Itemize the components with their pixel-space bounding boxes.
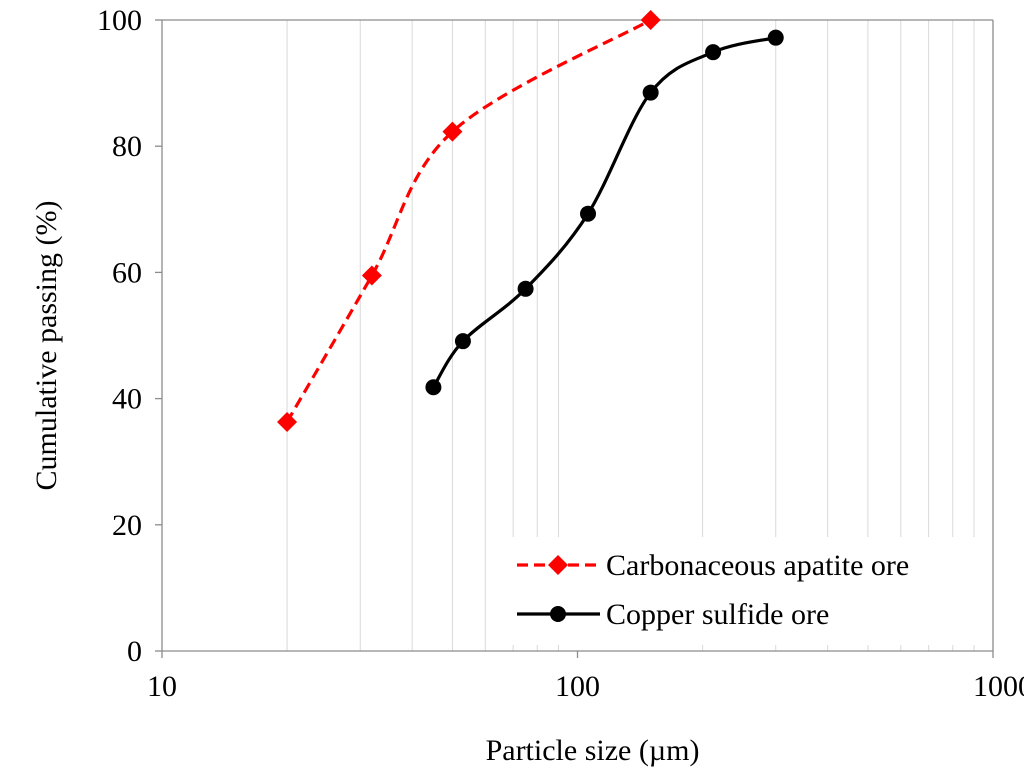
legend: Carbonaceous apatite ore Copper sulfide … — [512, 537, 990, 645]
x-tick-label: 10 — [147, 670, 177, 703]
data-point-diamond — [640, 10, 661, 30]
data-point-circle — [642, 84, 659, 101]
y-tick-label: 100 — [97, 4, 142, 37]
legend-diamond-marker — [548, 555, 568, 575]
y-tick-label: 20 — [112, 509, 142, 542]
data-point-circle — [454, 333, 471, 350]
y-tick-label: 80 — [112, 130, 142, 163]
data-point-circle — [580, 205, 597, 222]
series-1 — [425, 29, 784, 396]
x-tick-label: 100 — [555, 670, 600, 703]
legend-diamond — [548, 555, 568, 575]
y-tick-label: 40 — [112, 383, 142, 416]
series-layer — [277, 10, 784, 432]
data-point-diamond — [361, 265, 382, 286]
x-tick-label: 1000 — [973, 670, 1024, 703]
legend-circle-marker — [550, 606, 566, 622]
y-tick-label: 60 — [112, 256, 142, 289]
data-point-diamond — [277, 411, 298, 432]
axes — [155, 19, 994, 658]
data-point-circle — [425, 379, 442, 396]
series-line — [432, 36, 777, 389]
legend-label-carbonaceous: Carbonaceous apatite ore — [606, 549, 909, 582]
y-tick-label: 0 — [127, 635, 142, 668]
y-axis-title: Cumulative passing (%) — [30, 201, 63, 491]
series-0 — [277, 10, 661, 432]
legend-box — [512, 537, 990, 645]
data-point-circle — [705, 44, 722, 61]
x-axis-title: Particle size (µm) — [486, 734, 700, 767]
tick-labels: 0 20 40 60 80 100 10 100 1000 — [97, 4, 1024, 703]
legend-circle — [550, 606, 566, 622]
data-point-circle — [517, 280, 534, 297]
data-point-diamond — [442, 121, 463, 142]
legend-label-copper: Copper sulfide ore — [606, 598, 829, 631]
data-point-circle — [767, 29, 784, 46]
series-line — [285, 18, 652, 423]
